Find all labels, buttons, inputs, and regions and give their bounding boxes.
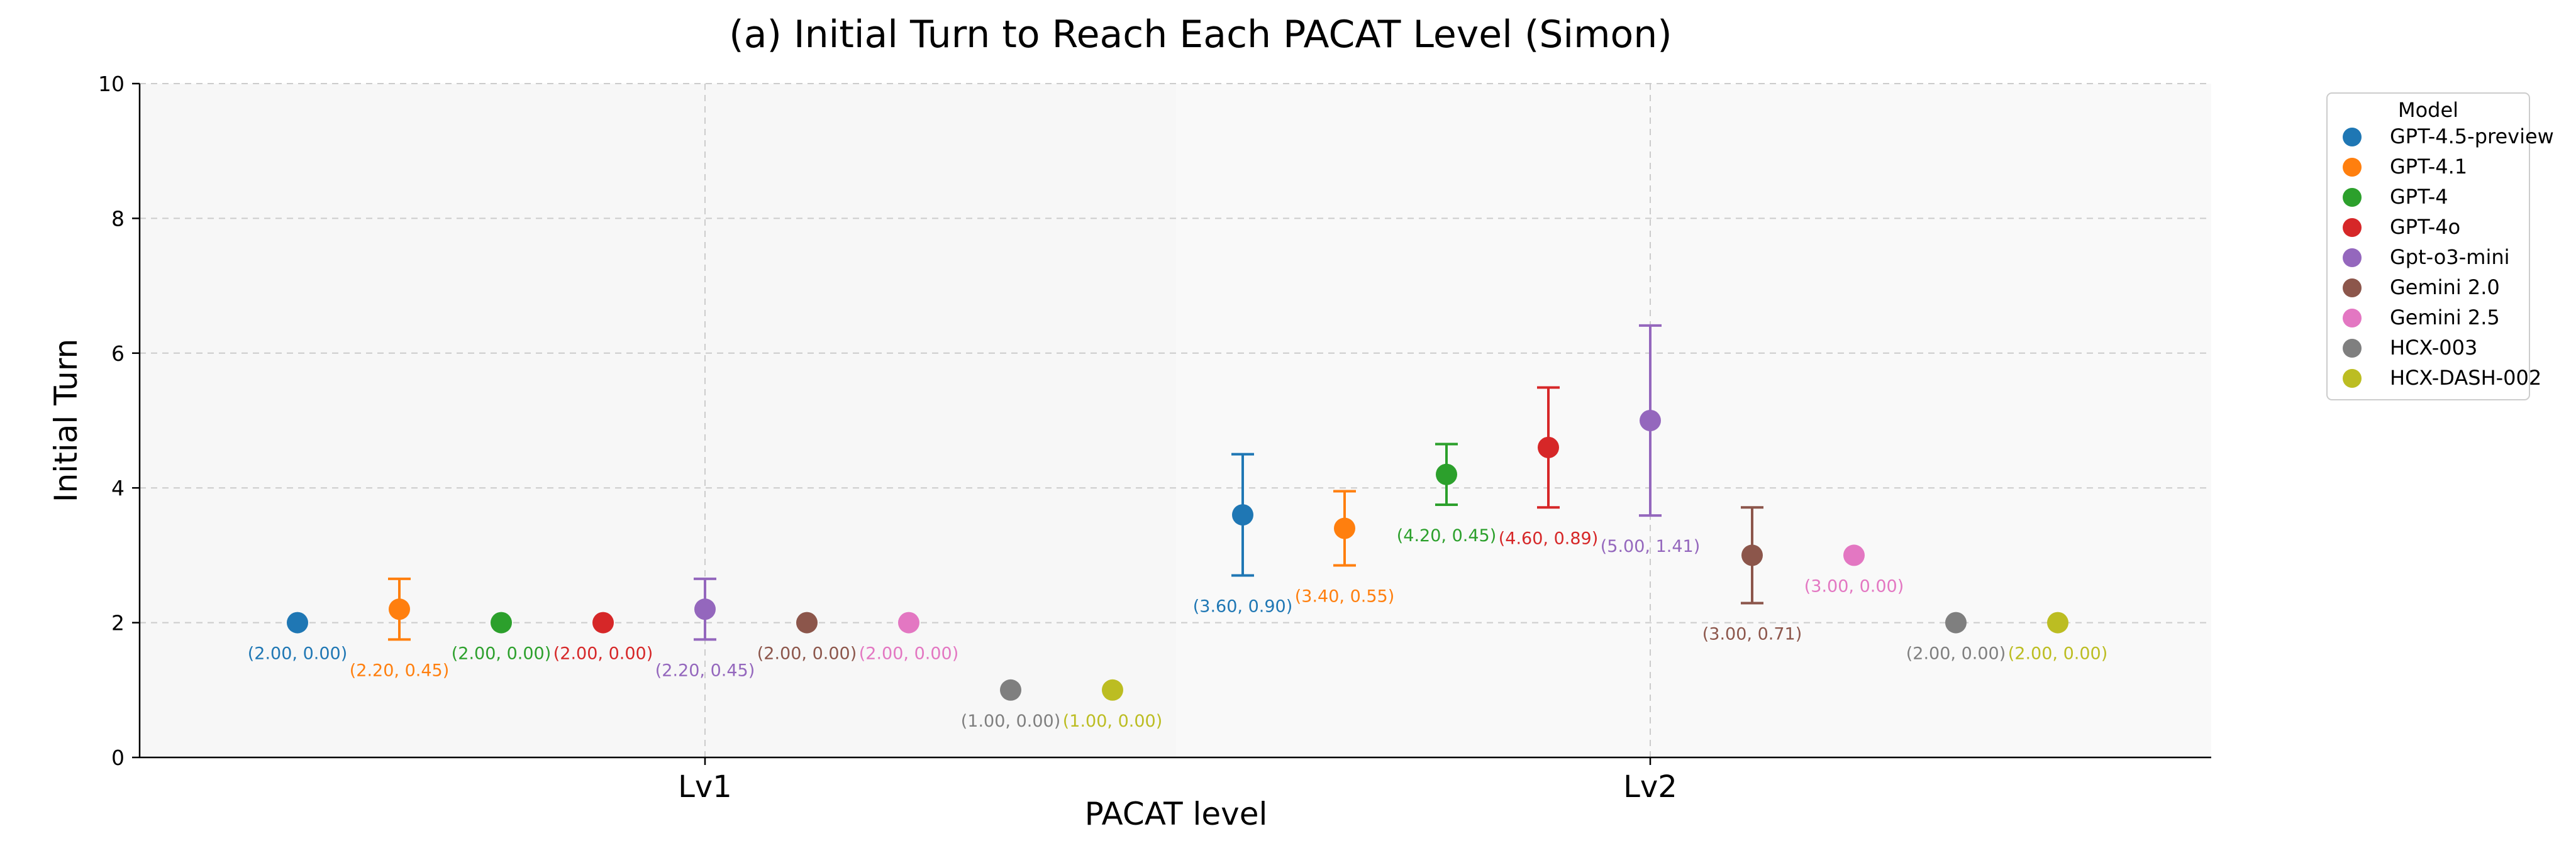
legend-label: GPT-4	[2390, 185, 2448, 209]
data-point	[1741, 544, 1763, 566]
legend-label: GPT-4.1	[2390, 155, 2467, 179]
data-label: (3.60, 0.90)	[1193, 597, 1292, 617]
data-point	[389, 598, 410, 620]
data-label: (3.00, 0.71)	[1702, 625, 1802, 644]
series-gpt-4-5-preview: (2.00, 0.00) (3.60, 0.90)	[248, 453, 1292, 664]
legend: Model GPT-4.5-previewGPT-4.1GPT-4GPT-4oG…	[2326, 92, 2554, 400]
data-label: (2.20, 0.45)	[655, 661, 755, 680]
grid	[140, 83, 2211, 757]
data-label: (2.00, 0.00)	[553, 644, 653, 664]
data-point	[694, 598, 716, 620]
data-label: (2.00, 0.00)	[1906, 644, 2006, 664]
x-ticks: Lv1 Lv2	[678, 757, 1677, 805]
data-label: (1.00, 0.00)	[1063, 712, 1162, 731]
legend-label: GPT-4o	[2390, 215, 2460, 239]
legend-label: GPT-4.5-preview	[2390, 124, 2554, 148]
x-axis-label: PACAT level	[1085, 796, 1268, 832]
x-tick-label: Lv1	[678, 769, 732, 805]
data-point	[1538, 436, 1559, 458]
data-point	[1436, 463, 1457, 485]
data-label: (2.00, 0.00)	[859, 644, 958, 664]
data-point	[898, 612, 919, 634]
chart-title: (a) Initial Turn to Reach Each PACAT Lev…	[729, 13, 1672, 57]
y-tick-label: 8	[111, 206, 125, 231]
data-points: (2.00, 0.00) (3.60, 0.90) (2.20, 0.45) (3.4…	[248, 324, 2107, 731]
data-point	[592, 612, 614, 634]
legend-marker	[2343, 158, 2362, 177]
series-gpt-4-1: (2.20, 0.45) (3.40, 0.55)	[350, 490, 1394, 680]
data-label: (4.60, 0.89)	[1499, 529, 1598, 548]
legend-items: GPT-4.5-preview GPT-4.1 GPT-4 GPT-4o Gpt-o3-…	[2343, 124, 2554, 390]
data-label: (2.00, 0.00)	[2008, 644, 2107, 664]
data-label: (3.00, 0.00)	[1804, 576, 1904, 596]
data-point	[1232, 504, 1253, 526]
data-point	[1843, 544, 1865, 566]
data-point	[1945, 612, 1967, 634]
data-label: (2.00, 0.00)	[452, 644, 551, 664]
series-gemini-2-0: (2.00, 0.00) (3.00, 0.71)	[757, 506, 1802, 664]
series-hcx-dash-002: (1.00, 0.00) (2.00, 0.00)	[1063, 612, 2107, 731]
legend-label: HCX-003	[2390, 336, 2477, 360]
axes	[138, 84, 2211, 759]
series-gpt-4o: (2.00, 0.00) (4.60, 0.89)	[553, 386, 1598, 664]
legend-label: Gemini 2.0	[2390, 275, 2500, 299]
data-label: (5.00, 1.41)	[1601, 537, 1700, 556]
y-ticks: 0 2 4 6 8 10	[98, 72, 140, 770]
legend-marker	[2343, 248, 2362, 267]
series-gpt-o3-mini: (2.20, 0.45) (5.00, 1.41)	[655, 324, 1700, 680]
plot-bg-lv2	[1176, 84, 2211, 757]
series-gemini-2-5: (2.00, 0.00) (3.00, 0.00)	[859, 544, 1904, 664]
series-hcx-003: (1.00, 0.00) (2.00, 0.00)	[961, 612, 2006, 731]
legend-marker	[2343, 369, 2362, 388]
legend-marker	[2343, 218, 2362, 237]
legend-marker	[2343, 339, 2362, 358]
legend-marker	[2343, 188, 2362, 207]
legend-label: Gemini 2.5	[2390, 305, 2500, 329]
legend-marker	[2343, 278, 2362, 297]
y-tick-label: 2	[111, 611, 125, 635]
y-axis-label: Initial Turn	[48, 339, 84, 502]
data-point	[796, 612, 818, 634]
y-tick-label: 10	[98, 72, 125, 96]
legend-marker	[2343, 309, 2362, 327]
plot-bg-lv1	[140, 84, 1176, 757]
y-tick-label: 0	[111, 745, 125, 770]
legend-frame	[2326, 92, 2530, 400]
data-label: (2.00, 0.00)	[248, 644, 347, 664]
legend-label: Gpt-o3-mini	[2390, 245, 2510, 269]
data-point	[287, 612, 308, 634]
data-label: (2.00, 0.00)	[757, 644, 857, 664]
x-tick-label: Lv2	[1623, 769, 1677, 805]
legend-label: HCX-DASH-002	[2390, 366, 2541, 390]
data-label: (4.20, 0.45)	[1397, 526, 1496, 546]
data-point	[1640, 410, 1661, 431]
data-point	[1000, 679, 1021, 701]
y-tick-label: 6	[111, 341, 125, 366]
data-point	[491, 612, 512, 634]
data-label: (3.40, 0.55)	[1295, 586, 1394, 606]
data-label: (1.00, 0.00)	[961, 712, 1060, 731]
data-point	[1334, 517, 1355, 539]
legend-title: Model	[2398, 98, 2458, 122]
data-point	[2047, 612, 2068, 634]
legend-marker	[2343, 128, 2362, 146]
y-tick-label: 4	[111, 476, 125, 500]
series-gpt-4: (2.00, 0.00) (4.20, 0.45)	[452, 443, 1496, 664]
data-point	[1102, 679, 1123, 701]
data-label: (2.20, 0.45)	[350, 661, 449, 680]
